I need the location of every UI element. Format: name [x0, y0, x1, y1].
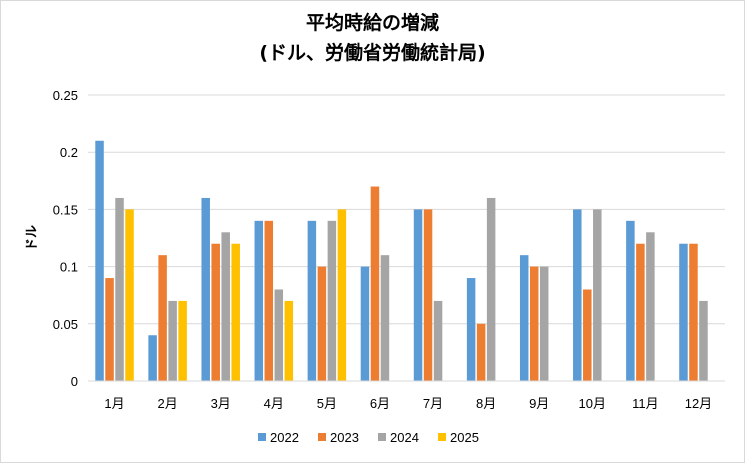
- bar-2025-2: [178, 300, 187, 381]
- legend-label-2022: 2022: [270, 430, 299, 445]
- x-tick-label: 1月: [104, 396, 124, 411]
- bar-2024-2: [168, 300, 177, 381]
- bar-2024-8: [486, 197, 496, 381]
- bar-2022-9: [519, 255, 529, 381]
- y-axis-label: ドル: [25, 225, 40, 251]
- legend-label-2025: 2025: [450, 430, 479, 445]
- y-tick-label: 0: [71, 374, 78, 389]
- bar-2023-8: [476, 323, 486, 381]
- bar-2023-3: [211, 243, 220, 381]
- bar-2023-4: [264, 220, 274, 381]
- bar-2022-6: [360, 266, 370, 381]
- bar-2024-9: [539, 266, 549, 381]
- bars: [95, 140, 708, 381]
- bar-2022-10: [573, 209, 582, 381]
- bar-2023-1: [105, 278, 114, 381]
- bar-2023-7: [423, 209, 433, 381]
- y-tick-label: 0.15: [53, 202, 78, 217]
- legend-swatch-2025: [438, 433, 446, 441]
- legend: 2022 2023 2024 2025: [258, 430, 479, 445]
- bar-2022-4: [254, 220, 264, 381]
- legend-label-2023: 2023: [330, 430, 359, 445]
- y-tick-label: 0.05: [53, 317, 78, 332]
- bar-2022-12: [679, 243, 688, 381]
- legend-label-2024: 2024: [390, 430, 419, 445]
- y-tick-label: 0.1: [60, 260, 78, 275]
- bar-2023-9: [529, 266, 539, 381]
- chart-title-line2: (ドル、労働省労働統計局): [259, 42, 486, 64]
- x-tick-label: 8月: [476, 396, 496, 411]
- x-tick-label: 4月: [264, 396, 284, 411]
- y-tick-label: 0.25: [53, 88, 78, 103]
- bar-2023-6: [370, 186, 380, 381]
- bar-2022-1: [95, 140, 104, 381]
- chart-title-line1: 平均時給の増減: [305, 12, 439, 34]
- bar-2024-3: [221, 232, 230, 381]
- chart-title: 平均時給の増減 (ドル、労働省労働統計局): [0, 8, 745, 68]
- bar-2022-5: [307, 220, 317, 381]
- x-tick-label: 2月: [158, 396, 178, 411]
- bar-2024-1: [115, 197, 124, 381]
- bar-2024-6: [380, 255, 390, 381]
- bar-2024-11: [646, 232, 655, 381]
- x-tick-label: 11月: [632, 396, 659, 411]
- bar-2022-3: [201, 197, 210, 381]
- y-axis-ticks: 0 0.05 0.1 0.15 0.2 0.25: [53, 88, 78, 389]
- bar-2025-1: [125, 209, 134, 381]
- bar-2024-4: [274, 289, 284, 381]
- x-tick-label: 9月: [529, 396, 549, 411]
- bar-2025-3: [231, 243, 240, 381]
- bar-2023-5: [317, 266, 327, 381]
- bar-2022-2: [148, 335, 157, 381]
- legend-swatch-2024: [378, 433, 386, 441]
- bar-2024-12: [699, 300, 708, 381]
- x-axis-ticks: 1月 2月 3月 4月 5月 6月 7月 8月 9月 10月 11月 12月: [104, 396, 712, 411]
- bar-2023-12: [689, 243, 698, 381]
- bar-2022-7: [413, 209, 423, 381]
- bar-2022-11: [626, 220, 635, 381]
- bar-2023-2: [158, 255, 167, 381]
- bar-2025-4: [284, 300, 294, 381]
- bar-2022-8: [466, 278, 476, 381]
- bar-2023-10: [583, 289, 592, 381]
- bar-2024-10: [593, 209, 602, 381]
- y-tick-label: 0.2: [60, 145, 78, 160]
- bar-2024-5: [327, 220, 337, 381]
- bar-2025-5: [337, 209, 347, 381]
- x-tick-label: 3月: [211, 396, 231, 411]
- legend-swatch-2023: [318, 433, 326, 441]
- legend-swatch-2022: [258, 433, 266, 441]
- gridlines: [88, 94, 725, 325]
- x-tick-label: 12月: [685, 396, 712, 411]
- x-tick-label: 6月: [370, 396, 390, 411]
- x-tick-label: 7月: [423, 396, 443, 411]
- bar-2024-7: [433, 300, 443, 381]
- x-tick-label: 10月: [579, 396, 606, 411]
- bar-2023-11: [636, 243, 645, 381]
- x-tick-label: 5月: [317, 396, 337, 411]
